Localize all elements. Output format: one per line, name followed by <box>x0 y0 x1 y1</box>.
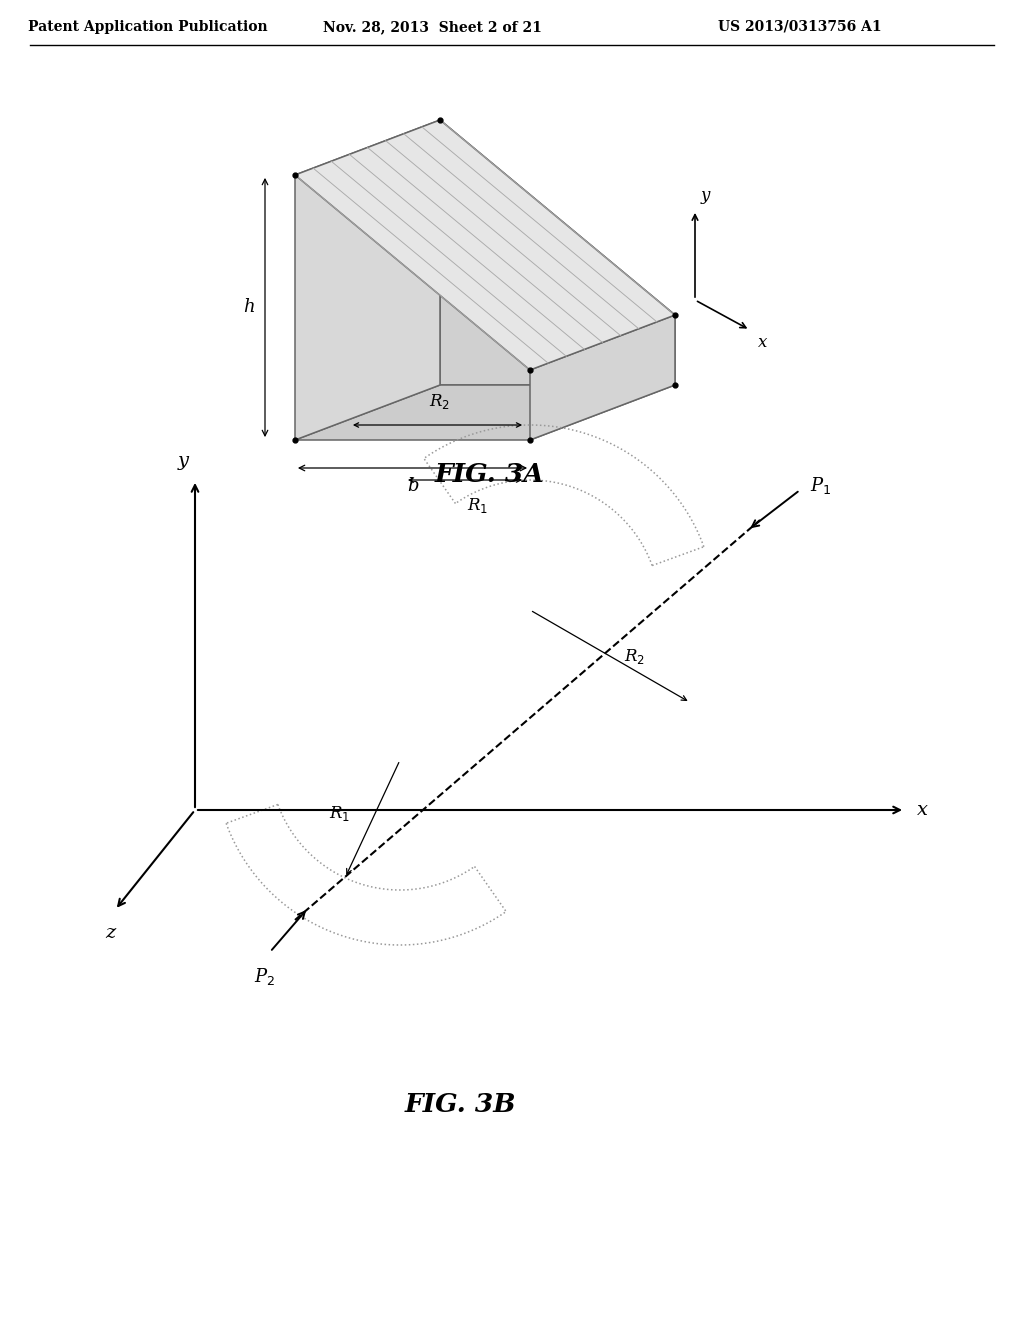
Text: P$_2$: P$_2$ <box>254 966 275 987</box>
Text: P$_1$: P$_1$ <box>810 474 831 495</box>
Text: R$_2$: R$_2$ <box>624 647 645 665</box>
Polygon shape <box>295 120 675 370</box>
Text: R$_2$: R$_2$ <box>429 392 451 411</box>
Text: Nov. 28, 2013  Sheet 2 of 21: Nov. 28, 2013 Sheet 2 of 21 <box>323 20 542 34</box>
Polygon shape <box>530 315 675 440</box>
Text: R$_1$: R$_1$ <box>329 804 350 824</box>
Polygon shape <box>295 120 440 440</box>
Text: R$_1$: R$_1$ <box>467 496 488 515</box>
Text: y: y <box>177 451 188 470</box>
Text: z: z <box>104 924 115 942</box>
Text: x: x <box>918 801 928 818</box>
Polygon shape <box>440 120 675 385</box>
Text: FIG. 3B: FIG. 3B <box>404 1093 516 1118</box>
Polygon shape <box>295 385 675 440</box>
Text: h: h <box>243 298 255 317</box>
Text: x: x <box>758 334 767 351</box>
Text: y: y <box>701 187 711 205</box>
Text: Patent Application Publication: Patent Application Publication <box>29 20 268 34</box>
Text: b: b <box>407 477 418 495</box>
Text: US 2013/0313756 A1: US 2013/0313756 A1 <box>718 20 882 34</box>
Text: FIG. 3A: FIG. 3A <box>435 462 545 487</box>
